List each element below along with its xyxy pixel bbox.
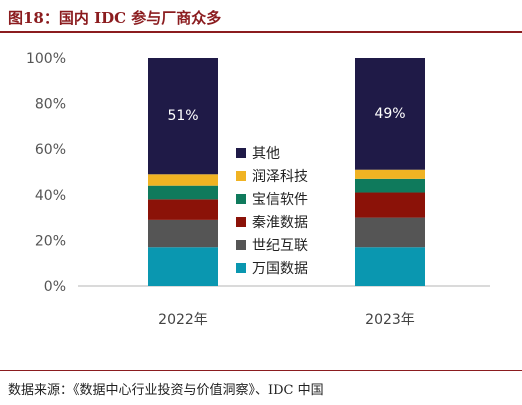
bar-segment	[148, 199, 218, 220]
y-tick-label: 80%	[35, 97, 66, 113]
bar-segment	[355, 178, 425, 193]
x-tick-label: 2022年	[158, 312, 208, 328]
figure-title: 图18：国内 IDC 参与厂商众多	[8, 9, 222, 27]
legend-swatch	[236, 171, 246, 181]
legend-swatch	[236, 148, 246, 158]
y-axis: 0% 20% 40% 60% 80% 100%	[26, 51, 66, 295]
bar-segment	[355, 192, 425, 218]
y-tick-label: 20%	[35, 233, 66, 249]
x-tick-label: 2023年	[365, 312, 415, 328]
x-axis: 2022年 2023年	[78, 285, 490, 328]
legend-label: 其他	[252, 146, 280, 162]
legend-swatch	[236, 263, 246, 273]
legend-label: 润泽科技	[252, 169, 308, 185]
bar-segment	[148, 219, 218, 248]
bar-segment	[148, 247, 218, 286]
legend-label: 万国数据	[252, 261, 308, 277]
y-tick-label: 100%	[26, 51, 66, 67]
legend-swatch	[236, 217, 246, 227]
bar-segment	[355, 58, 425, 170]
legend-swatch	[236, 240, 246, 250]
bar-segment	[355, 247, 425, 286]
bar-segment	[148, 58, 218, 175]
data-label: 51%	[167, 108, 198, 124]
y-tick-label: 40%	[35, 188, 66, 204]
bar-segment	[148, 174, 218, 186]
y-tick-label: 60%	[35, 142, 66, 158]
title-divider	[0, 31, 522, 33]
source-note: 数据来源：《数据中心行业投资与价值洞察》、IDC 中国	[8, 383, 324, 398]
data-label: 49%	[374, 106, 405, 122]
bar-segment	[148, 185, 218, 200]
legend-label: 秦淮数据	[252, 215, 308, 231]
bar-segments: 51% 49%	[148, 58, 425, 286]
legend-label: 宝信软件	[252, 192, 308, 208]
bar-segment	[355, 169, 425, 179]
legend-swatch	[236, 194, 246, 204]
y-tick-label: 0%	[44, 279, 66, 295]
legend-label: 世纪互联	[252, 238, 308, 254]
bar-segment	[355, 217, 425, 248]
source-divider	[0, 370, 522, 371]
